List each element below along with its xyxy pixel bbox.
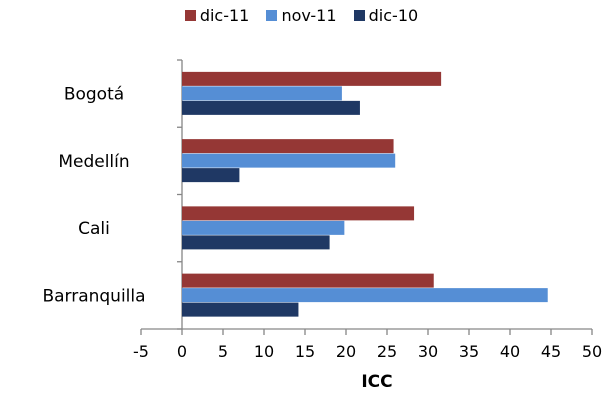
bar [182, 153, 396, 168]
legend-label-nov-11: nov-11 [281, 6, 337, 25]
bar [182, 288, 548, 303]
legend-swatch-nov-11 [266, 10, 278, 21]
legend-item-dic-10: dic-10 [353, 6, 419, 25]
legend-item-dic-11: dic-11 [184, 6, 250, 25]
legend-item-nov-11: nov-11 [266, 6, 337, 25]
x-tick-label: 45 [541, 342, 561, 361]
x-tick-label: 0 [177, 342, 187, 361]
legend-swatch-dic-11 [184, 10, 196, 21]
legend-label-dic-11: dic-11 [199, 6, 250, 25]
x-tick-label: 15 [295, 342, 315, 361]
chart-legend: dic-11 nov-11 dic-10 [0, 6, 603, 25]
category-label: Bogotá [64, 85, 124, 105]
category-label: Cali [78, 219, 110, 239]
bar [182, 100, 360, 115]
x-tick-label: 40 [500, 342, 520, 361]
bar [182, 86, 342, 101]
bar [182, 273, 434, 288]
bar [182, 71, 442, 86]
bar [182, 302, 299, 317]
bar [182, 220, 345, 235]
bar [182, 168, 240, 183]
x-tick-label: 30 [418, 342, 438, 361]
x-tick-label: 50 [582, 342, 602, 361]
legend-label-dic-10: dic-10 [368, 6, 419, 25]
x-tick-label: 20 [336, 342, 356, 361]
legend-swatch-dic-10 [353, 10, 365, 21]
x-tick-label: 5 [218, 342, 228, 361]
bar [182, 206, 415, 221]
x-tick-label: 10 [254, 342, 274, 361]
x-tick-label: -5 [133, 342, 149, 361]
category-label: Medellín [58, 152, 129, 172]
bar [182, 139, 394, 154]
x-tick-label: 25 [377, 342, 397, 361]
x-axis-title: ICC [361, 372, 392, 392]
x-tick-label: 35 [459, 342, 479, 361]
category-label: Barranquilla [42, 286, 145, 306]
bar [182, 235, 330, 250]
